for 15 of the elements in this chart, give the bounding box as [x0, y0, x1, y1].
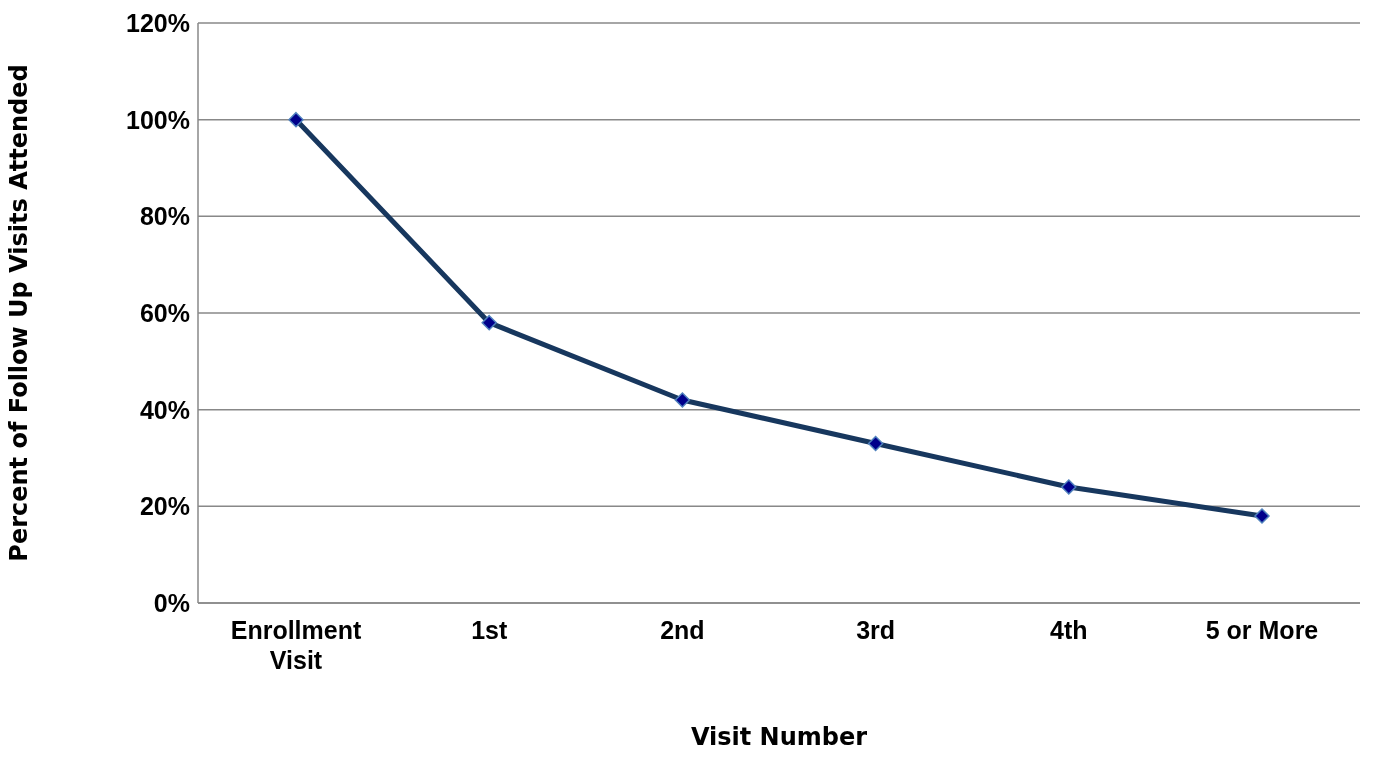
y-tick-label: 80%	[139, 202, 190, 231]
y-tick-label: 100%	[126, 105, 190, 134]
x-tick-label: 2nd	[660, 616, 705, 644]
y-tick-label: 0%	[153, 588, 190, 617]
y-tick-label: 20%	[139, 492, 190, 521]
x-tick-label: 3rd	[856, 616, 896, 644]
y-tick-label: 40%	[139, 395, 190, 424]
y-axis-title: Percent of Follow Up Visits Attended	[4, 64, 33, 562]
x-tick-label: 4th	[1050, 616, 1088, 644]
x-tick-label: Enrollment Visit	[230, 616, 362, 674]
y-tick-label: 60%	[139, 298, 190, 327]
x-axis-title: Visit Number	[690, 723, 868, 751]
x-tick-label: 1st	[471, 616, 508, 644]
x-tick-label: 5 or More	[1205, 616, 1319, 644]
y-tick-label: 120%	[126, 8, 190, 37]
